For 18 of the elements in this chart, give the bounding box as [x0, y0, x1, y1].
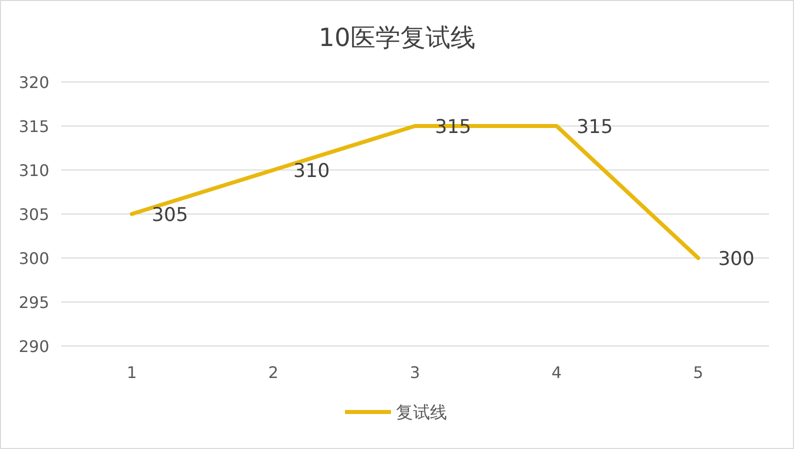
data-label: 305 — [152, 204, 188, 226]
x-tick-label: 4 — [552, 363, 562, 382]
chart-title: 10医学复试线 — [318, 23, 476, 52]
data-label: 315 — [576, 116, 613, 138]
y-tick-label: 300 — [18, 249, 50, 268]
data-label: 300 — [718, 248, 754, 270]
x-tick-label: 2 — [268, 363, 278, 382]
y-tick-label: 290 — [18, 337, 50, 356]
y-tick-label: 305 — [18, 205, 50, 224]
y-tick-label: 315 — [18, 117, 50, 136]
x-tick-label: 5 — [693, 363, 704, 382]
y-tick-label: 310 — [18, 161, 50, 180]
x-tick-label: 3 — [410, 363, 420, 382]
data-label: 310 — [293, 160, 330, 182]
x-tick-label: 1 — [126, 363, 137, 382]
y-tick-label: 295 — [18, 293, 50, 312]
legend-label: 复试线 — [396, 403, 447, 423]
y-tick-label: 320 — [18, 73, 50, 92]
